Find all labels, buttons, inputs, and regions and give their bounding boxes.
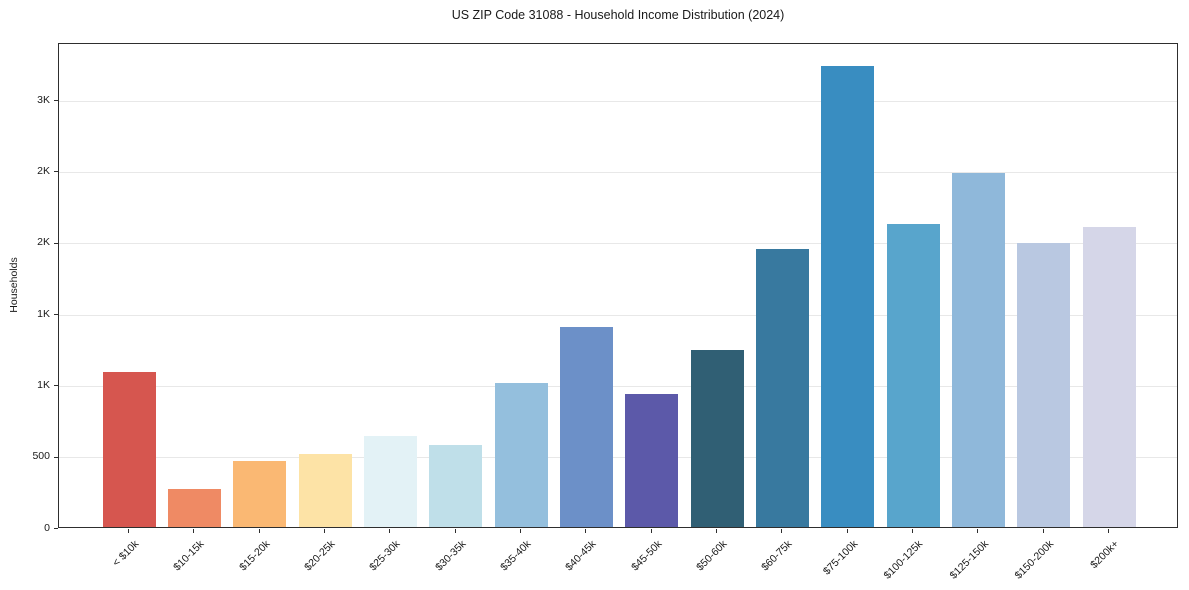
y-tick-label: 2K (37, 164, 50, 177)
x-tick-mark (193, 529, 195, 533)
x-tick-mark (716, 529, 717, 533)
bar-$40-45k (559, 327, 613, 527)
x-tick-label: $45-50k (628, 538, 665, 574)
bar-$60-75k (755, 248, 809, 527)
y-tick-label: 1K (37, 378, 50, 391)
y-tick-mark (54, 456, 58, 458)
y-tick-mark (54, 528, 58, 529)
x-tick-label: $35-40k (498, 538, 534, 574)
y-axis-label: Households (8, 257, 20, 313)
y-tick-mark (54, 171, 58, 173)
x-tick-mark (389, 529, 391, 533)
y-tick-label: 1K (37, 307, 50, 320)
y-tick-mark (54, 314, 58, 316)
x-tick-mark (1042, 529, 1044, 533)
x-tick-label: $75-100k (820, 538, 861, 578)
x-tick-label: $20-25k (302, 538, 338, 574)
x-tick-mark (846, 529, 848, 533)
bar-$35-40k (494, 382, 548, 527)
x-tick-mark (520, 529, 521, 533)
bar-$15-20k (233, 461, 287, 527)
x-tick-mark (781, 529, 783, 533)
x-tick-label: $100-125k (881, 538, 926, 582)
bar-$25-30k (363, 435, 417, 527)
x-tick-label: $30-35k (432, 538, 469, 574)
x-tick-label: $25-30k (367, 538, 403, 574)
gridline (59, 457, 1177, 459)
x-tick-mark (1108, 529, 1109, 533)
x-tick-mark (258, 529, 260, 533)
bar-$10-15k (167, 488, 221, 527)
x-tick-label: $150-200k (1012, 538, 1057, 582)
y-tick-mark (54, 100, 58, 102)
x-tick-label: $50-60k (694, 538, 730, 574)
bar-$100-125k (886, 223, 940, 527)
y-tick-label: 500 (32, 450, 50, 463)
x-tick-label: $125-150k (947, 538, 991, 582)
x-tick-mark (128, 529, 129, 533)
bar-$50-60k (690, 350, 744, 527)
x-tick-mark (650, 529, 652, 533)
bar-$45-50k (625, 394, 679, 527)
y-tick-mark (54, 242, 58, 244)
x-tick-label: $200k+ (1088, 538, 1122, 572)
bar-$75-100k (821, 66, 875, 527)
bar-$125-150k (951, 173, 1005, 527)
bar-$150-200k (1017, 243, 1071, 527)
plot-area (58, 43, 1178, 528)
x-tick-label: < $10k (110, 538, 142, 569)
x-tick-mark (977, 529, 979, 533)
x-tick-mark (912, 529, 913, 533)
x-tick-label: $10-15k (171, 538, 207, 574)
x-tick-mark (454, 529, 456, 533)
bar-< $10k (102, 371, 156, 527)
bar-$20-25k (298, 453, 352, 527)
x-tick-mark (585, 529, 587, 533)
gridline (59, 314, 1177, 316)
x-tick-mark (324, 529, 325, 533)
chart-title: US ZIP Code 31088 - Household Income Dis… (451, 8, 785, 22)
gridline (59, 171, 1177, 173)
gridline (59, 385, 1177, 387)
y-tick-label: 3K (37, 93, 50, 106)
bar-$30-35k (429, 444, 483, 527)
x-tick-label: $60-75k (759, 538, 795, 574)
bar-$200k+ (1082, 227, 1136, 527)
gridline (59, 100, 1177, 102)
y-tick-mark (54, 385, 58, 387)
y-tick-label: 0 (44, 521, 50, 534)
x-tick-label: $40-45k (563, 538, 599, 574)
x-tick-label: $15-20k (236, 538, 273, 574)
gridline (59, 243, 1177, 245)
y-tick-label: 2K (37, 236, 50, 249)
